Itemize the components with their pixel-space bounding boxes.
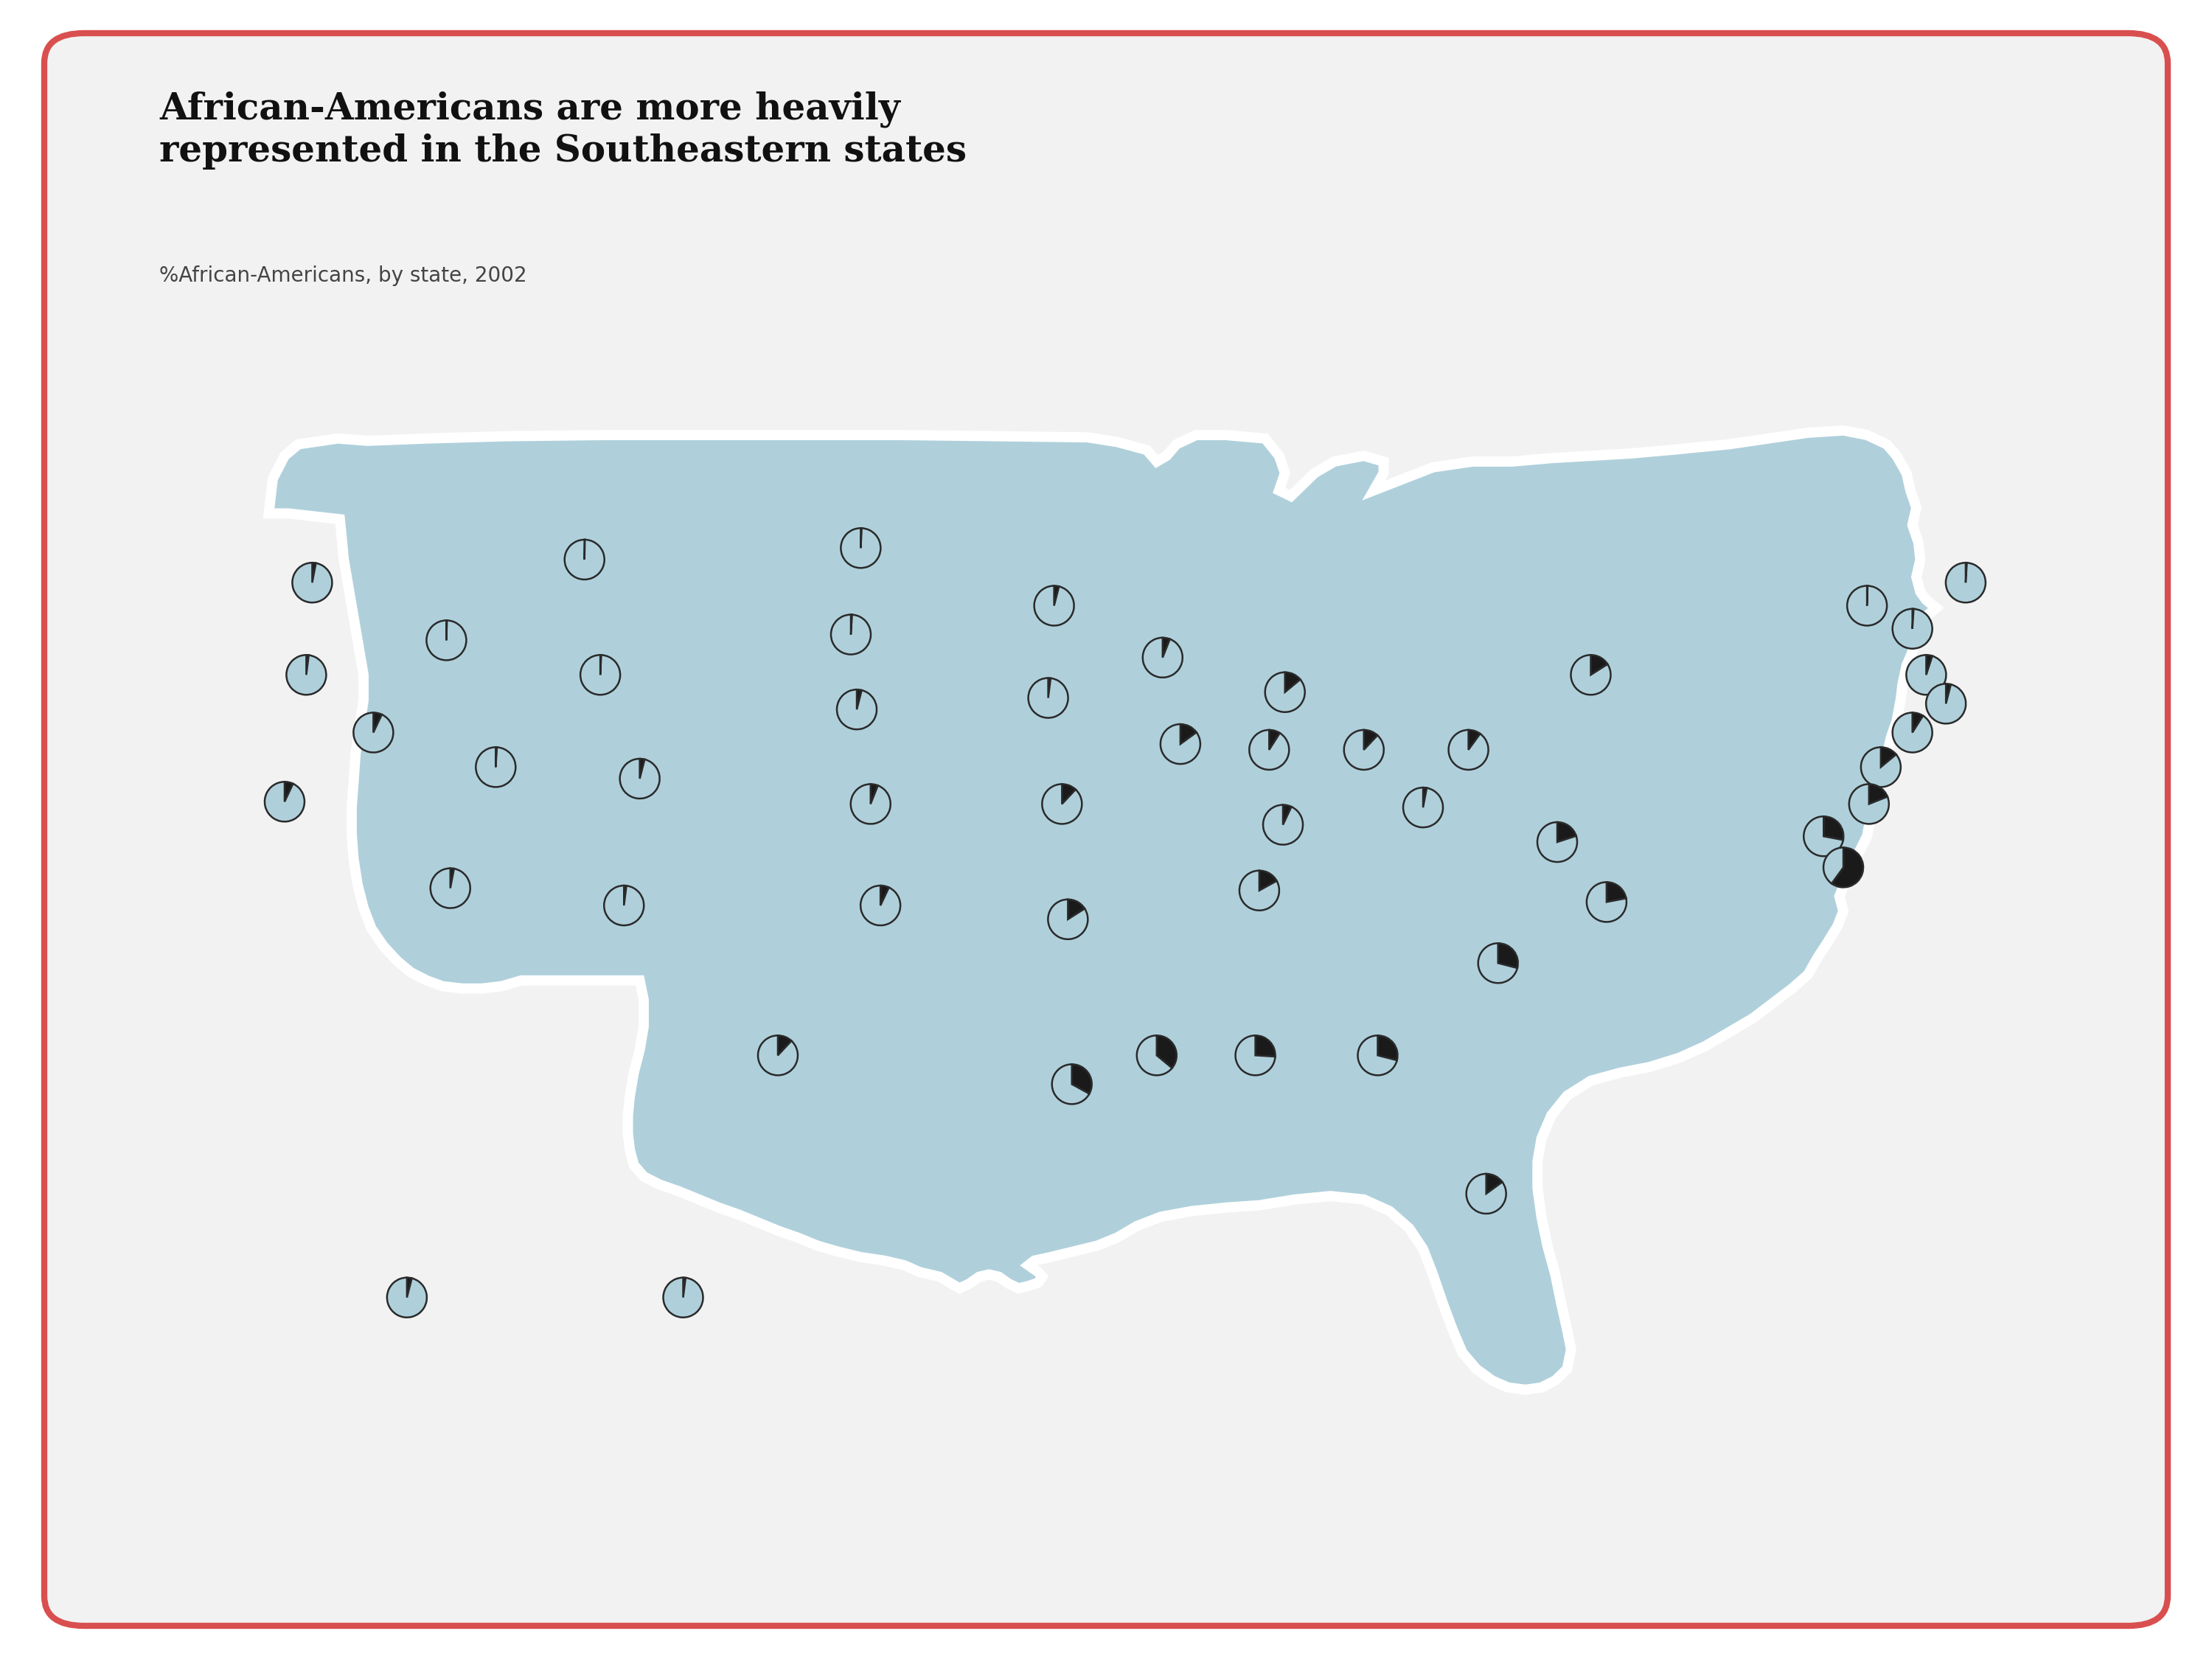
Wedge shape (832, 614, 872, 654)
Wedge shape (1823, 848, 1843, 884)
Wedge shape (387, 1277, 427, 1317)
Wedge shape (1181, 723, 1197, 743)
Wedge shape (779, 1035, 792, 1055)
Wedge shape (1365, 730, 1378, 750)
Wedge shape (639, 758, 644, 778)
Wedge shape (1849, 785, 1889, 825)
Wedge shape (407, 1277, 411, 1297)
Wedge shape (1062, 785, 1075, 805)
Wedge shape (1048, 899, 1088, 939)
Wedge shape (1042, 785, 1082, 825)
Wedge shape (1557, 823, 1577, 843)
Wedge shape (1586, 883, 1626, 922)
Wedge shape (1847, 586, 1887, 625)
Wedge shape (292, 562, 332, 602)
Wedge shape (1358, 1035, 1398, 1075)
Wedge shape (872, 785, 878, 805)
Wedge shape (1893, 713, 1933, 753)
Wedge shape (1157, 1035, 1177, 1068)
Wedge shape (265, 781, 305, 821)
Wedge shape (664, 1277, 703, 1317)
Wedge shape (1927, 655, 1933, 675)
Wedge shape (1068, 899, 1084, 919)
Wedge shape (860, 886, 900, 926)
Wedge shape (1927, 684, 1966, 723)
Wedge shape (564, 539, 604, 579)
Wedge shape (1832, 848, 1863, 888)
Wedge shape (1869, 785, 1887, 805)
Wedge shape (1263, 805, 1303, 844)
Wedge shape (841, 528, 880, 567)
Wedge shape (1907, 655, 1947, 695)
Wedge shape (1265, 672, 1305, 712)
Wedge shape (619, 758, 659, 798)
Wedge shape (1402, 788, 1442, 828)
Wedge shape (1498, 944, 1517, 969)
Wedge shape (1947, 562, 1986, 602)
Wedge shape (1285, 672, 1301, 692)
Wedge shape (354, 713, 394, 753)
Wedge shape (856, 690, 863, 710)
Wedge shape (476, 747, 515, 786)
Wedge shape (1270, 730, 1281, 750)
Wedge shape (285, 781, 292, 801)
Wedge shape (1073, 1065, 1093, 1093)
Wedge shape (312, 562, 316, 582)
Wedge shape (1283, 805, 1292, 825)
Wedge shape (1239, 871, 1279, 911)
Wedge shape (852, 785, 891, 825)
Wedge shape (1422, 788, 1427, 808)
Wedge shape (1860, 747, 1900, 786)
Wedge shape (1048, 679, 1051, 698)
Wedge shape (431, 868, 471, 907)
Wedge shape (880, 886, 889, 906)
Wedge shape (374, 713, 383, 733)
Wedge shape (1161, 723, 1201, 763)
Wedge shape (1345, 730, 1385, 770)
Wedge shape (1250, 730, 1290, 770)
Wedge shape (1537, 823, 1577, 863)
Wedge shape (1469, 730, 1480, 750)
Wedge shape (1486, 1175, 1502, 1194)
Wedge shape (1137, 1035, 1172, 1075)
Wedge shape (305, 655, 310, 675)
Wedge shape (1055, 586, 1060, 606)
Wedge shape (1571, 655, 1610, 695)
Wedge shape (1029, 679, 1068, 718)
Text: %African-Americans, by state, 2002: %African-Americans, by state, 2002 (159, 265, 526, 285)
Wedge shape (684, 1277, 686, 1297)
Wedge shape (1893, 609, 1933, 649)
Wedge shape (1606, 883, 1626, 902)
Wedge shape (1237, 1035, 1276, 1075)
Wedge shape (1256, 1035, 1276, 1057)
Wedge shape (836, 690, 876, 730)
Polygon shape (270, 430, 1935, 1390)
Wedge shape (580, 655, 619, 695)
Wedge shape (1035, 586, 1075, 625)
FancyBboxPatch shape (44, 33, 2168, 1626)
Wedge shape (1803, 816, 1843, 856)
Wedge shape (1590, 655, 1608, 675)
Wedge shape (1449, 730, 1489, 770)
Wedge shape (1478, 944, 1517, 984)
Wedge shape (1467, 1175, 1506, 1214)
Wedge shape (451, 868, 453, 888)
Wedge shape (1823, 816, 1843, 839)
Wedge shape (427, 620, 467, 660)
Wedge shape (1947, 684, 1951, 703)
Wedge shape (604, 886, 644, 926)
Wedge shape (1880, 747, 1896, 766)
Wedge shape (1164, 637, 1170, 657)
Wedge shape (1913, 713, 1922, 733)
Wedge shape (1378, 1035, 1398, 1060)
Wedge shape (1053, 1065, 1088, 1105)
Text: African-Americans are more heavily
represented in the Southeastern states: African-Americans are more heavily repre… (159, 91, 967, 169)
Wedge shape (759, 1035, 799, 1075)
Wedge shape (624, 886, 626, 906)
Wedge shape (285, 655, 325, 695)
Wedge shape (1144, 637, 1183, 677)
Wedge shape (1259, 871, 1276, 891)
